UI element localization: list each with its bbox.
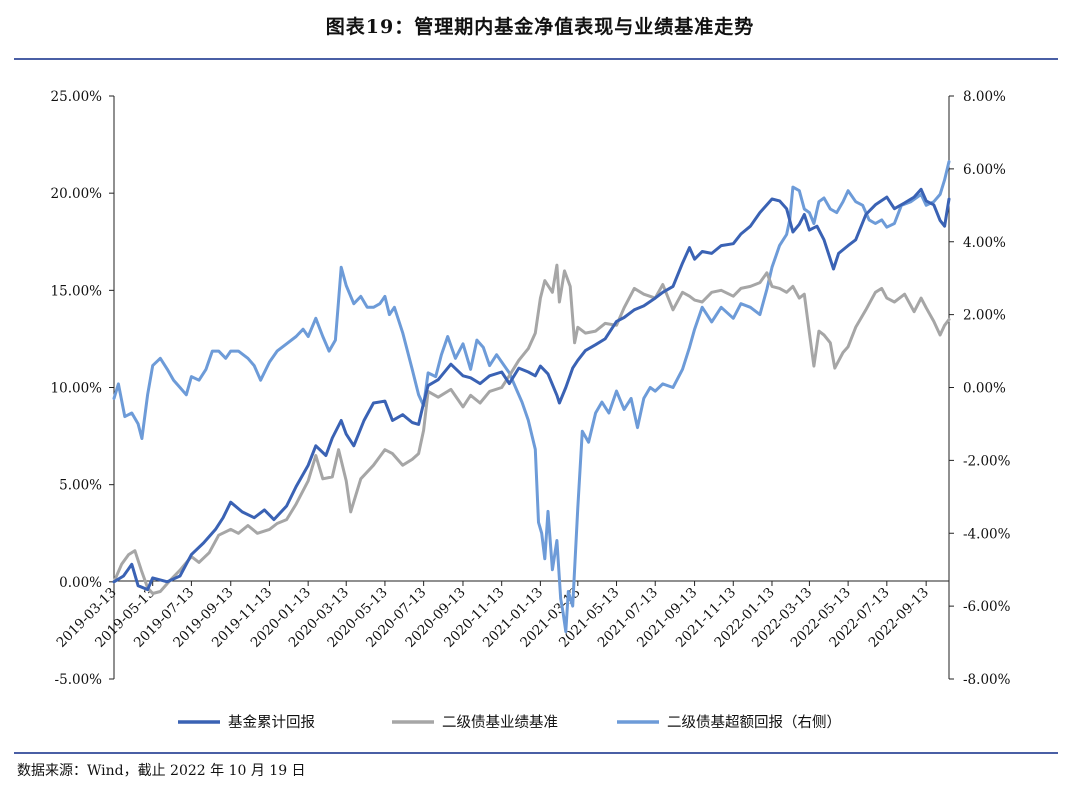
source-note: 数据来源：Wind，截止 2022 年 10 月 19 日 — [17, 763, 306, 779]
legend-label-2: 二级债基超额回报（右侧） — [667, 714, 841, 731]
chart-title: 图表19：管理期内基金净值表现与业绩基准走势 — [325, 16, 755, 38]
top-divider — [14, 58, 1058, 60]
right-tick-label: 8.00% — [963, 89, 1006, 105]
left-tick-label: 5.00% — [59, 478, 102, 494]
right-tick-label: 6.00% — [963, 162, 1006, 178]
left-tick-label: 10.00% — [51, 381, 103, 397]
right-tick-label: 0.00% — [963, 381, 1006, 397]
right-tick-label: -6.00% — [963, 599, 1011, 615]
series-line-0 — [112, 187, 951, 592]
right-tick-label: -4.00% — [963, 526, 1011, 542]
left-tick-label: 0.00% — [59, 575, 102, 591]
right-tick-label: 2.00% — [963, 308, 1006, 324]
series-line-2 — [112, 160, 951, 634]
right-tick-label: 4.00% — [963, 235, 1006, 251]
left-tick-label: 15.00% — [51, 283, 103, 299]
left-tick-label: 25.00% — [51, 89, 103, 105]
left-tick-label: -5.00% — [55, 672, 103, 688]
legend-label-1: 二级债基业绩基准 — [442, 714, 558, 731]
left-tick-label: 20.00% — [51, 186, 103, 202]
right-tick-label: -2.00% — [963, 453, 1011, 469]
legend-label-0: 基金累计回报 — [228, 714, 315, 731]
series-line-1 — [112, 263, 951, 595]
right-tick-label: -8.00% — [963, 672, 1011, 688]
bottom-divider — [14, 752, 1058, 754]
